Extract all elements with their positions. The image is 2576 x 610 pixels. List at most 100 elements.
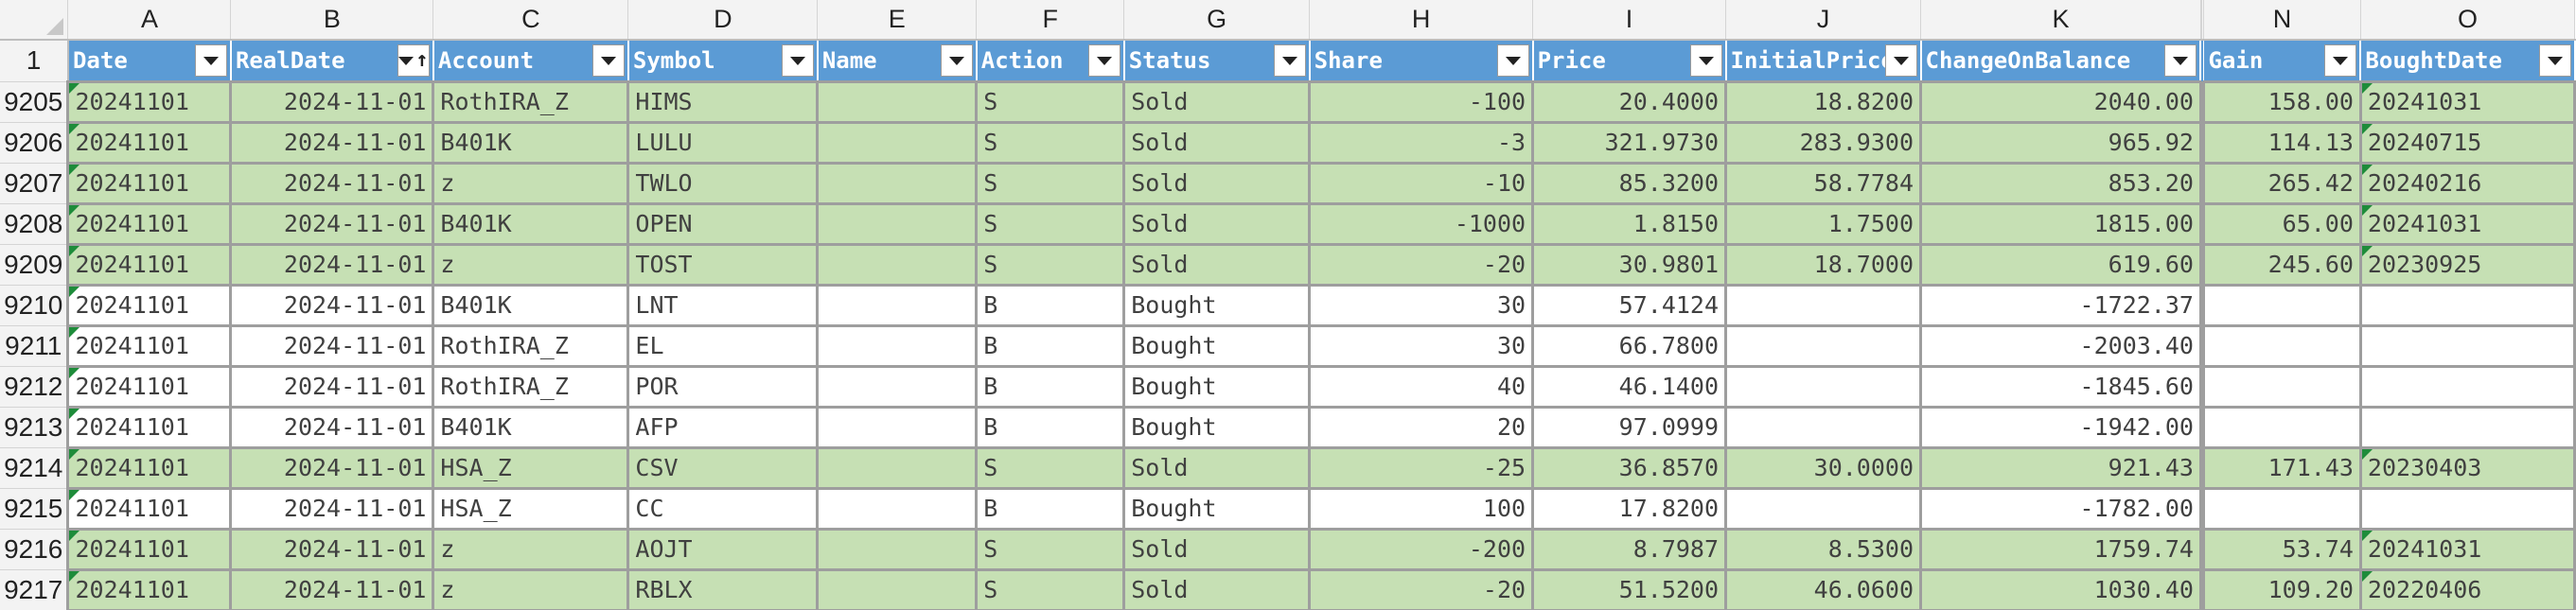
cell-initialprice[interactable]: 18.8200 [1724,79,1923,124]
cell-boughtdate[interactable]: 20241031 [2358,79,2576,124]
cell-status[interactable]: Bought [1122,405,1312,449]
cell-price[interactable]: 51.5200 [1531,567,1728,610]
column-header-b[interactable]: B [230,0,434,41]
cell-date[interactable]: 20241101 [66,201,233,246]
cell-changeonbalance[interactable]: -1782.00 [1919,486,2202,531]
cell-date[interactable]: 20241101 [66,79,233,124]
cell-initialprice[interactable]: 58.7784 [1724,161,1923,205]
cell-share[interactable]: -3 [1308,120,1535,165]
cell-share[interactable]: 30 [1308,323,1535,368]
cell-action[interactable]: S [975,527,1126,571]
cell-date[interactable]: 20241101 [66,364,233,409]
filter-dropdown-button[interactable]: ↑ [397,44,430,77]
filter-dropdown-button[interactable] [1496,44,1529,77]
cell-boughtdate[interactable] [2358,283,2576,327]
cell-action[interactable]: S [975,120,1126,165]
cell-price[interactable]: 85.3200 [1531,161,1728,205]
cell-status[interactable]: Sold [1122,120,1312,165]
cell-symbol[interactable]: HIMS [626,79,820,124]
cell-price[interactable]: 46.1400 [1531,364,1728,409]
cell-realdate[interactable]: 2024-11-01 [229,405,435,449]
cell-account[interactable]: HSA_Z [432,445,630,490]
cell-account[interactable]: HSA_Z [432,486,630,531]
cell-gain[interactable] [2201,405,2362,449]
cell-symbol[interactable]: LNT [626,283,820,327]
cell-symbol[interactable]: TOST [626,242,820,287]
cell-action[interactable]: S [975,445,1126,490]
cell-date[interactable]: 20241101 [66,323,233,368]
cell-name[interactable] [816,567,979,610]
cell-realdate[interactable]: 2024-11-01 [229,79,435,124]
cell-status[interactable]: Sold [1122,201,1312,246]
cell-symbol[interactable]: POR [626,364,820,409]
filter-dropdown-button[interactable] [2538,44,2571,77]
row-number[interactable]: 9207 [0,163,69,204]
cell-symbol[interactable]: TWLO [626,161,820,205]
column-header-o[interactable]: O [2360,0,2576,41]
cell-symbol[interactable]: CC [626,486,820,531]
cell-account[interactable]: B401K [432,201,630,246]
filter-dropdown-button[interactable] [1087,44,1120,77]
cell-changeonbalance[interactable]: 853.20 [1919,161,2202,205]
cell-realdate[interactable]: 2024-11-01 [229,161,435,205]
cell-changeonbalance[interactable]: -1722.37 [1919,283,2202,327]
row-number[interactable]: 9212 [0,366,69,408]
cell-account[interactable]: RothIRA_Z [432,323,630,368]
cell-account[interactable]: B401K [432,405,630,449]
cell-gain[interactable]: 171.43 [2201,445,2362,490]
cell-price[interactable]: 1.8150 [1531,201,1728,246]
cell-price[interactable]: 8.7987 [1531,527,1728,571]
row-number[interactable]: 9205 [0,81,69,123]
filter-dropdown-button[interactable] [1273,44,1306,77]
cell-account[interactable]: z [432,527,630,571]
cell-price[interactable]: 57.4124 [1531,283,1728,327]
cell-gain[interactable] [2201,323,2362,368]
cell-share[interactable]: -20 [1308,567,1535,610]
column-header-n[interactable]: N [2203,0,2361,41]
cell-changeonbalance[interactable]: 1759.74 [1919,527,2202,571]
row-number[interactable]: 9210 [0,285,69,326]
cell-initialprice[interactable] [1724,323,1923,368]
column-header-a[interactable]: A [67,0,232,41]
cell-share[interactable]: -10 [1308,161,1535,205]
row-number[interactable]: 9209 [0,244,69,286]
cell-symbol[interactable]: RBLX [626,567,820,610]
cell-account[interactable]: RothIRA_Z [432,364,630,409]
filter-dropdown-button[interactable] [781,44,814,77]
cell-action[interactable]: S [975,567,1126,610]
column-header-i[interactable]: I [1532,0,1727,41]
cell-account[interactable]: z [432,567,630,610]
cell-symbol[interactable]: EL [626,323,820,368]
cell-price[interactable]: 66.7800 [1531,323,1728,368]
cell-status[interactable]: Bought [1122,364,1312,409]
cell-price[interactable]: 36.8570 [1531,445,1728,490]
cell-action[interactable]: S [975,242,1126,287]
row-number[interactable]: 9215 [0,488,69,530]
cell-symbol[interactable]: AOJT [626,527,820,571]
cell-price[interactable]: 97.0999 [1531,405,1728,449]
cell-changeonbalance[interactable]: 965.92 [1919,120,2202,165]
cell-share[interactable]: -100 [1308,79,1535,124]
cell-name[interactable] [816,242,979,287]
cell-boughtdate[interactable] [2358,405,2576,449]
cell-share[interactable]: -1000 [1308,201,1535,246]
cell-symbol[interactable]: AFP [626,405,820,449]
cell-name[interactable] [816,323,979,368]
cell-gain[interactable]: 245.60 [2201,242,2362,287]
cell-initialprice[interactable]: 30.0000 [1724,445,1923,490]
cell-boughtdate[interactable] [2358,323,2576,368]
cell-name[interactable] [816,201,979,246]
select-all-corner[interactable] [0,0,69,41]
cell-share[interactable]: -20 [1308,242,1535,287]
filter-dropdown-button[interactable] [1884,44,1917,77]
row-number[interactable]: 9211 [0,325,69,367]
cell-realdate[interactable]: 2024-11-01 [229,445,435,490]
row-number[interactable]: 9208 [0,203,69,245]
cell-symbol[interactable]: CSV [626,445,820,490]
cell-price[interactable]: 321.9730 [1531,120,1728,165]
column-header-c[interactable]: C [432,0,629,41]
cell-realdate[interactable]: 2024-11-01 [229,567,435,610]
cell-share[interactable]: -200 [1308,527,1535,571]
cell-gain[interactable] [2201,486,2362,531]
cell-name[interactable] [816,79,979,124]
